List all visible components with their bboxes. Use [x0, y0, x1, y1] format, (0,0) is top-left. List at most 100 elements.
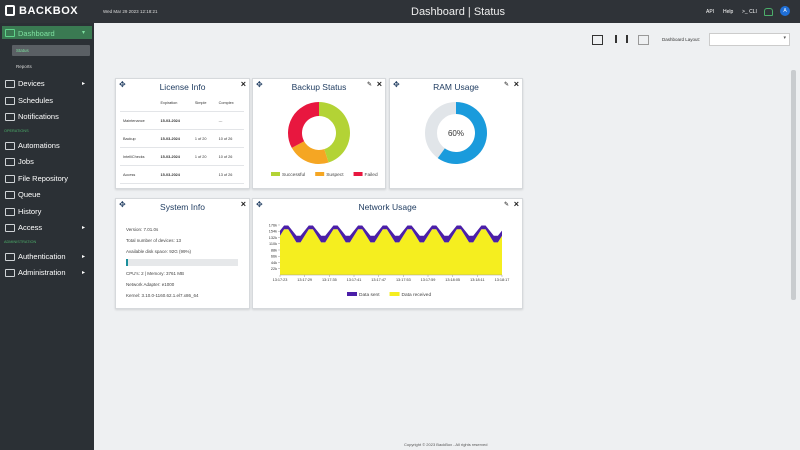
- x-tick-label: 13:17:23: [273, 278, 288, 282]
- legend-label: Data sent: [359, 292, 380, 298]
- footer: Copyright © 2023 BackBox - All rights re…: [404, 442, 488, 447]
- x-tick-label: 13:17:53: [396, 278, 411, 282]
- close-button[interactable]: ×: [240, 79, 246, 89]
- chevron: ▸: [82, 270, 86, 276]
- legend-label: Data received: [402, 292, 432, 298]
- move-icon[interactable]: ✥: [119, 200, 126, 209]
- icon: [5, 175, 15, 183]
- close-button[interactable]: ×: [513, 199, 519, 209]
- icon: [5, 97, 15, 105]
- nav-item[interactable]: Automations: [18, 141, 60, 150]
- pin-icon[interactable]: ✎: [366, 82, 372, 88]
- close-button[interactable]: ×: [513, 79, 519, 89]
- help-link[interactable]: Help: [723, 9, 734, 15]
- layout-select[interactable]: ▾: [709, 33, 790, 46]
- license-card: ✥ License Info × Expiration Simple Complex…: [115, 78, 250, 189]
- nav-item[interactable]: Schedules: [18, 96, 54, 105]
- move-icon[interactable]: ✥: [256, 80, 263, 89]
- x-tick-label: 13:17:59: [421, 278, 436, 282]
- info-line: Kernel: 3.10.0-1160.62.1.el7.x86_64: [126, 293, 199, 298]
- nav-item[interactable]: Devices: [18, 79, 45, 88]
- nav-item[interactable]: Jobs: [18, 157, 34, 166]
- y-tick-label: 22k: [271, 267, 277, 271]
- cell: 15-03-2024: [157, 129, 192, 148]
- nav-item[interactable]: Notifications: [18, 112, 59, 121]
- ram-chart: 60%: [425, 102, 487, 164]
- y-tick-label: 132k: [269, 236, 277, 240]
- logo-icon: [5, 5, 15, 16]
- info-line: Available disk space: 92G (99%): [126, 249, 191, 254]
- cell: 10 of 26: [215, 129, 244, 148]
- x-tick-label: 13:17:35: [322, 278, 337, 282]
- cell: [191, 165, 216, 184]
- cell: Access: [120, 165, 158, 184]
- api-link[interactable]: API: [706, 9, 715, 15]
- pin-icon[interactable]: ✎: [503, 202, 509, 208]
- info-line: Version: 7.01.0s: [126, 227, 159, 232]
- nav-item[interactable]: Queue: [18, 190, 41, 199]
- legend-label: Failed: [365, 172, 378, 178]
- scrollbar: [791, 70, 796, 300]
- icon: [5, 253, 15, 261]
- nav-item[interactable]: History: [18, 207, 42, 216]
- nav-item[interactable]: Access: [18, 223, 43, 232]
- nav-item[interactable]: Authentication: [18, 252, 66, 261]
- nav-status[interactable]: Status: [16, 48, 29, 53]
- cell: 1 of 20: [191, 129, 216, 148]
- legend-swatch: [271, 172, 280, 176]
- legend-label: Successful: [282, 172, 305, 178]
- backup-chart: Successful Suspect Failed: [271, 102, 378, 178]
- backup-card: ✥ Backup Status ✎ × Successful Suspect Fai…: [252, 78, 386, 189]
- move-icon[interactable]: ✥: [393, 80, 400, 89]
- column-header: Simple: [191, 94, 216, 112]
- sidebar: Dashboard ▾ Status Reports Devices ▸ Sche…: [0, 23, 94, 450]
- top-bar: BACKBOX Wed Mar 29 2023 12:18:21 Dashboa…: [0, 0, 800, 23]
- nav-item[interactable]: Administration: [18, 268, 66, 277]
- cell: 15-03-2024: [157, 165, 192, 184]
- y-tick-label: 44k: [271, 261, 277, 265]
- info-line: Network Adapter: e1000: [126, 282, 175, 287]
- network-chart: 22k 44k 66k 88k 110k 132k 154k 176k 13:17:23 13:1…: [269, 223, 510, 298]
- cell: 15-03-2024: [157, 111, 192, 130]
- icon: [5, 269, 15, 277]
- slice: [291, 141, 329, 164]
- cell: Backup: [120, 129, 158, 148]
- cell: 10 of 26: [215, 147, 244, 166]
- cell: 1 of 20: [191, 147, 216, 166]
- nav-item[interactable]: File Repository: [18, 174, 69, 183]
- legend-swatch: [353, 172, 363, 176]
- gauge-label: 60%: [448, 129, 464, 138]
- x-tick-label: 13:18:11: [470, 278, 485, 282]
- cell: [191, 111, 216, 130]
- nav-reports[interactable]: Reports: [16, 64, 32, 69]
- pin-icon[interactable]: ✎: [503, 82, 509, 88]
- cell: IntelliChecks: [120, 147, 158, 166]
- sub-active-bg: [12, 45, 90, 56]
- slice: [319, 102, 350, 163]
- section-heading: OPERATIONS: [4, 129, 29, 133]
- layout-free-icon[interactable]: [638, 35, 649, 45]
- move-icon[interactable]: ✥: [119, 80, 126, 89]
- cell: Maintenance: [120, 111, 158, 130]
- legend-swatch: [389, 292, 400, 296]
- close-button[interactable]: ×: [376, 79, 382, 89]
- datetime: Wed Mar 29 2023 12:18:21: [103, 9, 158, 14]
- chevron: ▸: [82, 81, 86, 87]
- title: Dashboard: [411, 6, 465, 18]
- y-tick-label: 176k: [269, 223, 277, 227]
- layout-columns-icon[interactable]: [615, 35, 628, 43]
- column-header: Expiration: [157, 94, 192, 112]
- notification-icon[interactable]: [764, 8, 773, 16]
- x-tick-label: 13:17:29: [297, 278, 312, 282]
- icon: [5, 191, 15, 199]
- ram-card: ✥ RAM Usage ✎ × 60%: [389, 78, 523, 189]
- avatar[interactable]: A: [780, 6, 790, 16]
- nav-dashboard[interactable]: Dashboard: [18, 29, 55, 38]
- close-button[interactable]: ×: [240, 199, 246, 209]
- move-icon[interactable]: ✥: [256, 200, 263, 209]
- cell: ---: [215, 111, 244, 130]
- y-tick-label: 88k: [271, 248, 277, 252]
- cli-link[interactable]: >_ CLI: [742, 9, 757, 15]
- layout-grid-icon[interactable]: [592, 35, 603, 45]
- layout-label: Dashboard Layout:: [662, 37, 701, 42]
